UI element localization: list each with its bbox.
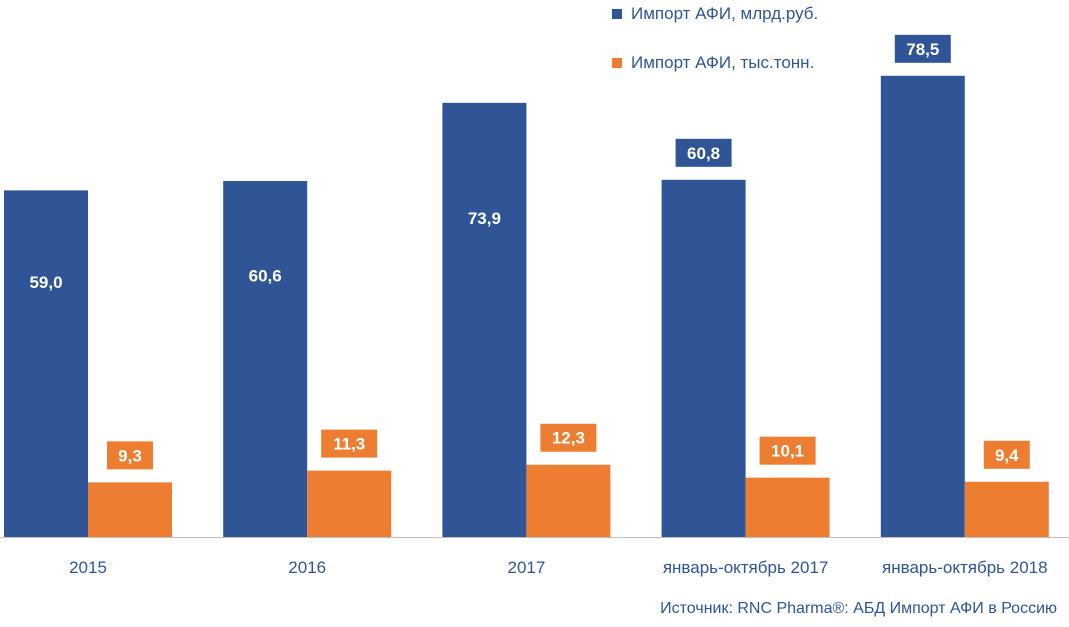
legend-label-rub: Импорт АФИ, млрд.руб. xyxy=(631,4,819,23)
legend: Импорт АФИ, млрд.руб. Импорт АФИ, тыс.то… xyxy=(612,0,1052,80)
legend-item-rub: Импорт АФИ, млрд.руб. xyxy=(612,4,818,24)
data-label-box xyxy=(983,440,1030,469)
x-tick-label: 2016 xyxy=(288,558,326,577)
data-label: 12,3 xyxy=(552,429,585,448)
data-label: 9,3 xyxy=(118,446,142,465)
bar-rub xyxy=(880,75,965,537)
data-label-box xyxy=(540,423,597,452)
data-label-box xyxy=(321,429,378,458)
bar-group: 73,9 12,3 xyxy=(442,102,611,538)
legend-swatch-tonnes xyxy=(612,58,622,68)
bar-tonnes xyxy=(88,482,172,537)
bar-rub xyxy=(4,190,88,537)
x-tick-label: 2015 xyxy=(69,558,107,577)
bar-tonnes xyxy=(526,464,611,537)
x-tick-label: 2017 xyxy=(507,558,545,577)
data-label: 10,1 xyxy=(771,442,804,461)
data-label: 60,8 xyxy=(687,144,720,163)
bar-rub xyxy=(661,179,746,538)
bar-group: 59,0 9,3 xyxy=(4,190,172,537)
bar-rub xyxy=(223,180,308,537)
data-label: 59,0 xyxy=(29,273,62,292)
bar-group: 78,5 9,4 xyxy=(880,34,1049,537)
bar-tonnes xyxy=(964,481,1049,537)
data-label-box xyxy=(107,441,153,470)
source-note: Источник: RNC Pharma®: АБД Импорт АФИ в … xyxy=(660,600,1057,617)
data-label-box xyxy=(894,34,951,63)
data-label: 78,5 xyxy=(906,40,939,59)
x-tick-label: январь-октябрь 2017 xyxy=(663,558,829,577)
data-label: 73,9 xyxy=(468,209,501,228)
bar-rub xyxy=(442,102,527,538)
legend-label-tonnes: Импорт АФИ, тыс.тонн. xyxy=(631,53,815,72)
x-tick-label: январь-октябрь 2018 xyxy=(882,558,1048,577)
bar-tonnes xyxy=(307,470,392,537)
data-label-box xyxy=(675,138,732,167)
data-label: 9,4 xyxy=(995,446,1019,465)
data-label: 11,3 xyxy=(333,435,365,454)
bar-tonnes xyxy=(745,477,830,537)
legend-item-tonnes: Импорт АФИ, тыс.тонн. xyxy=(612,53,814,73)
bar-group: 60,8 10,1 xyxy=(661,138,830,538)
bar-group: 60,6 11,3 xyxy=(223,180,392,537)
data-label: 60,6 xyxy=(249,266,282,285)
data-label-box xyxy=(759,436,816,465)
legend-swatch-rub xyxy=(612,9,622,19)
